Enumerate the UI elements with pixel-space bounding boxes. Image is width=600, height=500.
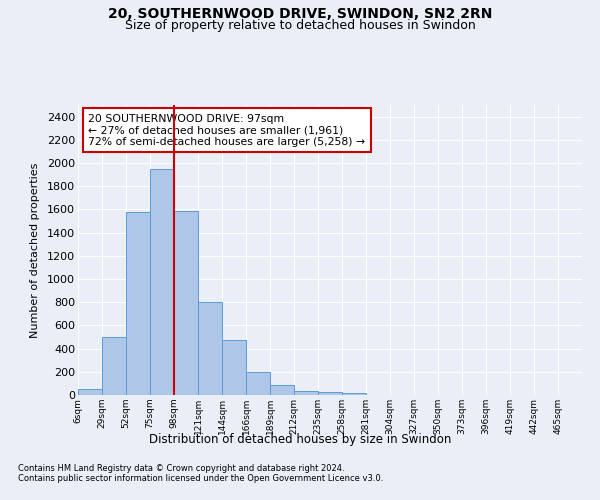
Text: 20, SOUTHERNWOOD DRIVE, SWINDON, SN2 2RN: 20, SOUTHERNWOOD DRIVE, SWINDON, SN2 2RN [108, 8, 492, 22]
Bar [150, 169, 174, 395]
Bar [246, 372, 270, 395]
Bar [294, 391, 318, 395]
Bar [126, 212, 150, 395]
Text: Size of property relative to detached houses in Swindon: Size of property relative to detached ho… [125, 19, 475, 32]
Y-axis label: Number of detached properties: Number of detached properties [30, 162, 40, 338]
Bar [318, 392, 342, 395]
Bar [102, 337, 126, 395]
Bar [78, 388, 102, 395]
Bar [222, 340, 246, 395]
Text: Contains HM Land Registry data © Crown copyright and database right 2024.: Contains HM Land Registry data © Crown c… [18, 464, 344, 473]
Text: 20 SOUTHERNWOOD DRIVE: 97sqm
← 27% of detached houses are smaller (1,961)
72% of: 20 SOUTHERNWOOD DRIVE: 97sqm ← 27% of de… [88, 114, 365, 147]
Bar [198, 302, 222, 395]
Bar [270, 384, 294, 395]
Text: Contains public sector information licensed under the Open Government Licence v3: Contains public sector information licen… [18, 474, 383, 483]
Text: Distribution of detached houses by size in Swindon: Distribution of detached houses by size … [149, 432, 451, 446]
Bar [174, 210, 198, 395]
Bar [342, 392, 366, 395]
